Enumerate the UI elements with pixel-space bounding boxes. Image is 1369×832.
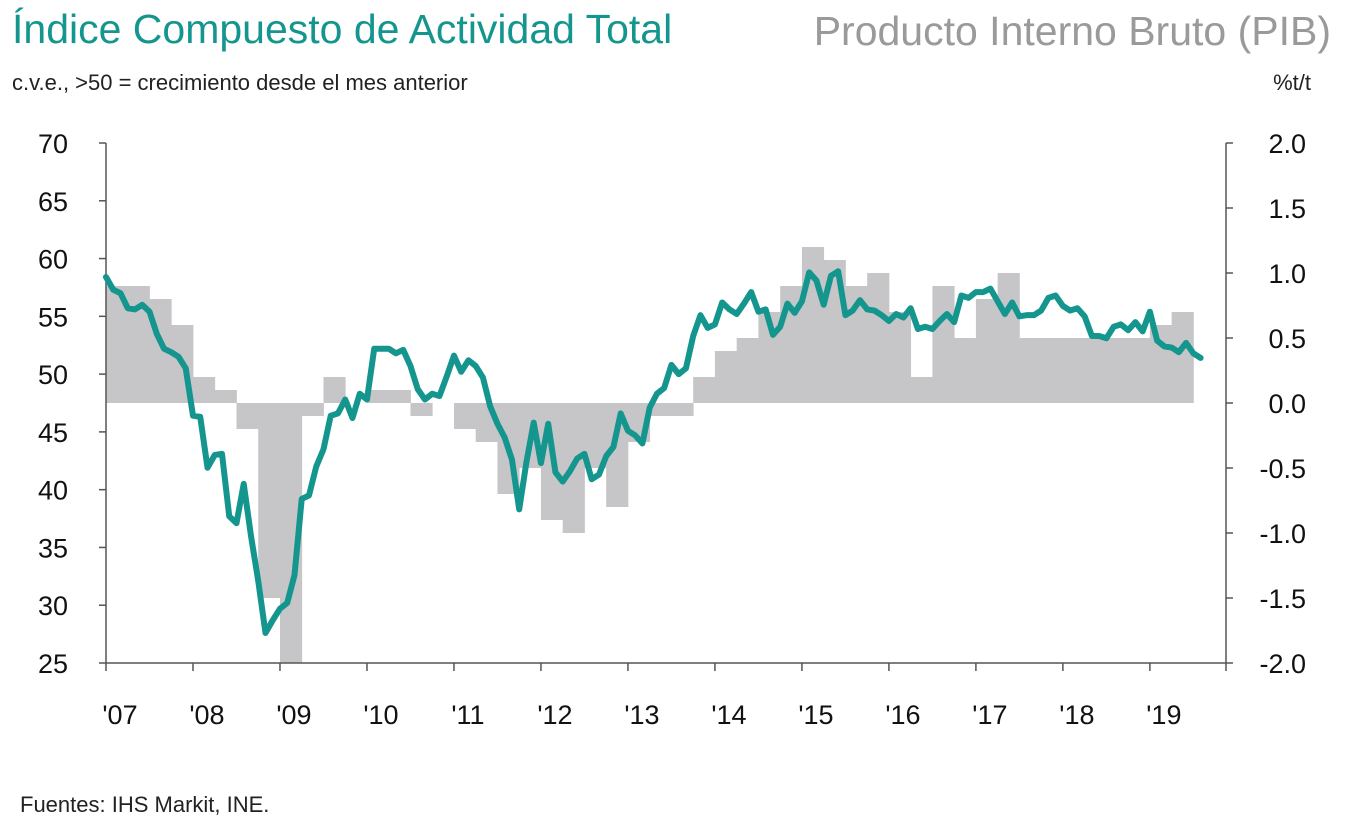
gdp-bar-2010Q1 [366,390,390,403]
x-tick-label: '18 [1059,700,1094,730]
right-tick-label: -0.5 [1259,454,1306,484]
right-tick-label: -1.5 [1259,584,1306,614]
gdp-bar-2013Q2 [649,403,672,416]
right-tick-label: 0.5 [1268,324,1306,354]
gdp-bar-2017Q4 [1041,338,1064,403]
chart-title: Índice Compuesto de Actividad Total [12,6,673,52]
gdp-bar-2017Q2 [997,273,1020,403]
right-tick-label: 1.0 [1268,259,1306,289]
gdp-bar-2014Q1 [714,351,738,403]
right-tick-label: -1.0 [1259,519,1306,549]
right-tick-label: 0.0 [1268,389,1306,419]
x-tick-label: '11 [451,700,484,730]
gdp-bar-2008Q4 [258,403,281,598]
gdp-bar-2013Q3 [671,403,694,416]
left-axis-unit: c.v.e., >50 = crecimiento desde el mes a… [12,70,468,95]
source-note: Fuentes: IHS Markit, INE. [20,792,270,817]
secondary-title: Producto Interno Bruto (PIB) [813,8,1331,54]
gdp-bar-2016Q2 [910,377,933,403]
gdp-bar-2008Q1 [192,377,216,403]
x-tick-label: '09 [276,700,311,730]
gdp-bar-2015Q4 [867,273,890,403]
left-tick-label: 50 [38,360,68,390]
gdp-bar-2009Q3 [323,377,346,403]
gdp-bar-2014Q2 [736,338,759,403]
left-tick-label: 70 [38,129,68,159]
x-tick-label: '16 [885,700,920,730]
gdp-bar-2015Q3 [845,286,868,403]
left-tick-label: 30 [38,591,68,621]
gdp-bar-2016Q3 [932,286,955,403]
gdp-bars [106,247,1194,663]
gdp-bar-2010Q3 [410,403,433,416]
gdp-bar-2017Q1 [975,299,999,403]
gdp-bar-2012Q4 [606,403,629,507]
gdp-bar-2016Q4 [954,338,977,403]
x-tick-label: '10 [363,700,398,730]
left-tick-label: 40 [38,476,68,506]
x-tick-label: '15 [798,700,833,730]
x-tick-label: '19 [1146,700,1181,730]
gdp-bar-2015Q1 [801,247,825,403]
x-tick-label: '14 [711,700,746,730]
gdp-bar-2017Q3 [1019,338,1042,403]
right-tick-label: 2.0 [1268,129,1306,159]
gdp-bar-2009Q2 [301,403,324,416]
gdp-bar-2019Q2 [1171,312,1194,403]
gdp-bar-2007Q2 [127,286,150,403]
pmi-composite-line [103,268,1204,636]
axes: 70 65 60 55 50 45 40 35 30 25 2.0 1.5 1.0 0.5 0.0 -0.5 -… [38,129,1306,730]
gdp-bar-2012Q3 [584,403,607,468]
gdp-bar-2018Q1 [1062,338,1086,403]
x-tick-label: '07 [102,700,137,730]
gdp-bar-2016Q1 [888,312,912,403]
gdp-bar-2008Q2 [214,390,237,403]
x-tick-label: '08 [189,700,224,730]
x-tick-label: '12 [537,700,572,730]
left-tick-label: 55 [38,302,68,332]
left-tick-label: 60 [38,245,68,275]
gdp-bar-2008Q3 [236,403,259,429]
gdp-bar-2007Q1 [106,286,129,403]
left-tick-label: 35 [38,533,68,563]
right-axis-unit: %t/t [1273,70,1311,95]
gdp-bar-2018Q2 [1084,338,1107,403]
gdp-bar-2010Q2 [388,390,411,403]
gdp-bar-2011Q1 [453,403,477,429]
left-tick-label: 65 [38,187,68,217]
left-tick-label: 45 [38,418,68,448]
right-tick-label: -2.0 [1259,649,1306,679]
gdp-bar-2013Q4 [693,377,716,403]
x-tick-label: '17 [972,700,1007,730]
left-tick-label: 25 [38,649,68,679]
x-tick-label: '13 [624,700,659,730]
right-tick-label: 1.5 [1268,194,1306,224]
gdp-bar-2018Q3 [1106,338,1129,403]
pmi-line-layer [103,268,1204,636]
gdp-bar-2018Q4 [1128,338,1151,403]
